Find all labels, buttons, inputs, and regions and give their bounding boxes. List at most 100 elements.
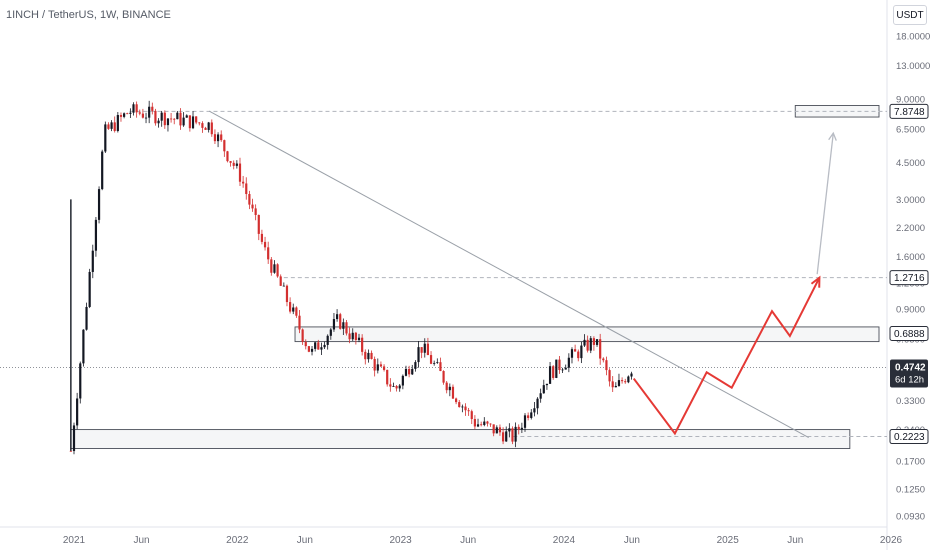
price-tick-label: 0.1250	[896, 485, 925, 496]
candle-body	[498, 427, 502, 433]
candle-body	[169, 118, 173, 120]
candle-body	[267, 247, 270, 260]
candle-body	[116, 115, 119, 131]
candle-body	[570, 349, 574, 358]
level-price-badge	[889, 325, 929, 341]
candle-body	[198, 122, 201, 124]
projection-drawing	[632, 131, 837, 436]
candle-body	[185, 115, 188, 118]
time-tick-label: Jun	[624, 535, 640, 546]
candle-body	[238, 163, 242, 182]
candle-body	[608, 370, 611, 382]
candle-body	[242, 181, 245, 184]
candle-body	[195, 116, 198, 123]
candle-body	[257, 214, 260, 234]
candle-body	[495, 427, 498, 434]
candle-body	[307, 346, 310, 352]
level-price-badge	[889, 103, 929, 119]
candle-body	[72, 425, 76, 452]
candle-body	[332, 319, 336, 330]
time-axis[interactable]: 2021 Jun 2022 Jun 2023 Jun 2024 Jun 2025 Jun 2026	[63, 535, 903, 546]
price-tick-label: 3.0000	[896, 195, 925, 206]
candle-body	[473, 419, 476, 427]
candle-body	[577, 351, 580, 359]
candle-body	[539, 393, 542, 399]
candle-body	[119, 115, 123, 117]
candle-body	[282, 285, 285, 287]
candle-body	[382, 366, 386, 370]
candle-body	[323, 344, 326, 348]
candle-body	[561, 369, 564, 371]
candle-body	[614, 385, 617, 388]
time-tick-label: 2021	[63, 535, 86, 546]
candle-body	[129, 112, 132, 114]
candle-body	[480, 424, 483, 426]
candle-body	[320, 347, 323, 350]
currency-selector-button[interactable]: USDT	[893, 5, 927, 25]
candle-body	[379, 364, 383, 367]
projection-arrowhead	[810, 275, 821, 288]
candle-body	[501, 432, 505, 442]
candle-body	[314, 342, 317, 349]
candle-body	[455, 398, 458, 403]
time-tick-label: 2024	[553, 535, 576, 546]
candle-body	[91, 250, 94, 272]
time-tick-label: 2022	[226, 535, 249, 546]
dashed-price-levels	[0, 110, 887, 438]
target-arrow-head	[828, 131, 837, 141]
price-tick-label: 18.0000	[896, 32, 930, 43]
candle-body	[223, 140, 226, 152]
candle-body	[514, 426, 517, 442]
candle-body	[204, 127, 207, 130]
candle-body	[530, 412, 533, 418]
candle-body	[76, 398, 79, 426]
candle-body	[542, 385, 545, 394]
time-tick-label: Jun	[297, 535, 313, 546]
candle-body	[229, 161, 232, 163]
candle-body	[489, 423, 492, 425]
candle-body	[123, 113, 126, 117]
candle-body	[248, 194, 251, 205]
candle-body	[251, 204, 254, 209]
time-tick-label: 2023	[389, 535, 412, 546]
candle-body	[151, 106, 154, 111]
candle-body	[295, 307, 298, 316]
candle-body	[110, 122, 113, 129]
candle-body	[433, 362, 436, 364]
candle-body	[508, 428, 511, 432]
candle-body	[586, 339, 589, 351]
candle-body	[545, 383, 549, 386]
candle-body	[292, 307, 295, 312]
candle-body	[329, 329, 332, 336]
candle-body	[179, 112, 182, 126]
time-tick-label: Jun	[787, 535, 803, 546]
candle-body	[232, 162, 235, 166]
candle-body	[207, 122, 210, 130]
candle-body	[599, 339, 602, 359]
level-price-label: 0.6888	[894, 329, 925, 340]
candle-body	[470, 411, 473, 420]
support-resistance-zones	[70, 105, 880, 449]
candle-body	[467, 410, 470, 412]
current-price-label: 0.4742	[895, 362, 926, 373]
projection-path	[632, 277, 821, 436]
candlestick-series	[69, 100, 633, 455]
candle-body	[148, 106, 151, 118]
price-tick-label: 4.5000	[896, 158, 925, 169]
candle-body	[414, 362, 417, 369]
candle-body	[411, 368, 414, 375]
candle-body	[113, 122, 116, 131]
candle-body	[574, 349, 577, 352]
candle-body	[408, 368, 411, 375]
candle-body	[88, 271, 91, 307]
candle-body	[82, 329, 85, 364]
candle-body	[458, 402, 461, 408]
candle-body	[235, 163, 238, 166]
candle-body	[564, 367, 567, 370]
price-tick-label: 1.6000	[896, 252, 925, 263]
candle-body	[273, 264, 276, 273]
candle-body	[445, 382, 448, 391]
candle-body	[354, 332, 357, 341]
